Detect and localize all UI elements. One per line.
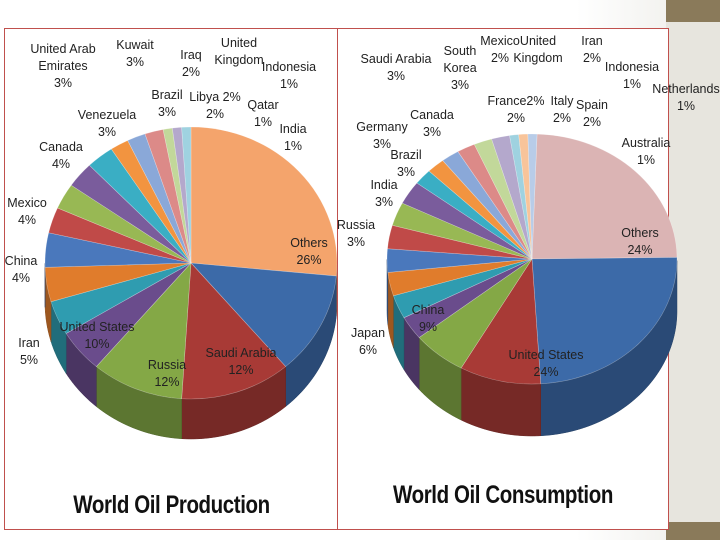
consumption-chart-frame: Others 24% United States 24% China 9% Japan 6% R… <box>337 28 720 530</box>
slide-corner-decoration-bottom <box>666 522 720 540</box>
consumption-label-spain: Spain 2% <box>576 98 608 129</box>
consumption-slice-saudi-arabia <box>391 202 533 260</box>
production-slice-united-kingdom <box>127 133 192 264</box>
consumption-slice-australia <box>527 133 538 260</box>
production-label-libya: Libya 2% 2% <box>189 90 240 121</box>
consumption-label-saudi-arabia: Saudi Arabia 3% <box>361 52 432 83</box>
production-label-united-states: United States 10% <box>59 320 134 351</box>
consumption-slice-spain <box>491 135 533 260</box>
production-slice-saudi-arabia <box>190 262 337 367</box>
production-slice-united-arab-emirates <box>57 184 192 264</box>
consumption-slice-south-korea <box>401 182 533 260</box>
consumption-label-germany: Germany 3% <box>356 120 408 151</box>
consumption-label-south-korea: South Korea 3% <box>443 44 476 92</box>
consumption-label-russia: Russia 3% <box>337 218 375 249</box>
consumption-label-france: France2% 2% <box>488 94 545 125</box>
production-label-india: India 1% <box>279 122 306 153</box>
consumption-slice-india <box>393 258 533 319</box>
production-pie-side-walls <box>44 263 338 440</box>
production-label-others: Others 26% <box>290 236 328 267</box>
consumption-label-china: China 9% <box>412 303 445 334</box>
production-slice-mexico <box>44 262 192 303</box>
consumption-slice-mexico <box>416 170 533 260</box>
consumption-pie-side-walls <box>386 259 678 437</box>
consumption-label-indonesia: Indonesia 1% <box>605 60 659 91</box>
consumption-label-canada: Canada 3% <box>410 108 454 139</box>
production-slice-india <box>181 126 192 264</box>
production-chart-title: World Oil Production <box>73 491 270 519</box>
production-slice-iran <box>65 262 192 367</box>
production-label-indonesia: Indonesia 1% <box>262 60 316 91</box>
production-label-venezuela: Venezuela 3% <box>78 108 136 139</box>
consumption-slice-others <box>531 133 678 260</box>
consumption-slice-netherlands <box>518 133 533 260</box>
consumption-label-australia: Australia 1% <box>622 136 671 167</box>
consumption-label-brazil: Brazil 3% <box>390 148 421 179</box>
production-slice-others <box>190 126 338 277</box>
consumption-slice-germany <box>386 248 533 273</box>
production-slice-qatar <box>162 127 192 264</box>
production-slice-indonesia <box>171 126 192 264</box>
consumption-label-iran: Iran 2% <box>581 34 603 65</box>
consumption-slice-russia <box>403 258 533 338</box>
consumption-chart-title: World Oil Consumption <box>393 481 613 509</box>
production-label-iraq: Iraq 2% <box>180 48 202 79</box>
consumption-slice-italy <box>457 143 533 260</box>
production-slice-kuwait <box>70 164 192 264</box>
production-label-kuwait: Kuwait 3% <box>116 38 154 69</box>
consumption-slice-iran <box>473 138 533 260</box>
production-label-saudi-arabia: Saudi Arabia 12% <box>206 346 277 377</box>
production-label-iran: Iran 5% <box>18 336 40 367</box>
consumption-label-others: Others 24% <box>621 226 659 257</box>
production-label-mexico: Mexico 4% <box>7 196 47 227</box>
production-slice-venezuela <box>48 207 192 264</box>
production-slice-libya <box>144 129 192 264</box>
consumption-pie-chart: Others 24% United States 24% China 9% Japan 6% R… <box>337 34 720 437</box>
consumption-pie-top <box>386 133 678 385</box>
production-label-united-arab-emirates: United Arab Emirates 3% <box>30 42 95 90</box>
consumption-label-italy: Italy 2% <box>551 94 575 125</box>
slide-corner-decoration-top <box>666 0 720 22</box>
consumption-label-united-kingdom: United Kingdom <box>513 34 562 65</box>
production-slice-canada <box>44 232 192 268</box>
consumption-slice-brazil <box>387 258 533 297</box>
consumption-slice-united-kingdom <box>442 151 533 260</box>
consumption-slice-united-states <box>531 257 678 385</box>
production-slice-brazil <box>88 148 192 264</box>
consumption-label-japan: Japan 6% <box>351 326 385 357</box>
consumption-label-india: India 3% <box>370 178 397 209</box>
production-label-qatar: Qatar 1% <box>247 98 278 129</box>
consumption-label-united-states: United States 24% <box>508 348 583 379</box>
consumption-label-mexico: Mexico 2% <box>480 34 520 65</box>
production-slice-iraq <box>110 140 192 264</box>
production-slice-united-states <box>95 262 192 400</box>
consumption-slice-japan <box>418 258 533 369</box>
consumption-slice-indonesia <box>509 134 533 260</box>
consumption-label-netherlands: Netherlands 1% <box>652 82 719 113</box>
production-pie-top <box>44 126 338 400</box>
consumption-data-labels: Others 24% United States 24% China 9% Japan 6% R… <box>337 34 720 379</box>
production-slice-china <box>50 262 192 334</box>
production-slice-russia <box>181 262 287 400</box>
production-label-canada: Canada 4% <box>39 140 83 171</box>
production-label-russia: Russia 12% <box>148 358 186 389</box>
production-label-united-kingdom: United Kingdom <box>214 36 263 67</box>
production-chart-frame: Others 26% Saudi Arabia 12% Russia 12% United … <box>4 28 339 530</box>
production-pie-chart: Others 26% Saudi Arabia 12% Russia 12% United … <box>5 36 338 440</box>
consumption-slice-china <box>460 258 542 385</box>
consumption-slice-canada <box>387 224 533 260</box>
production-label-brazil: Brazil 3% <box>151 88 182 119</box>
production-data-labels: Others 26% Saudi Arabia 12% Russia 12% United … <box>5 36 328 389</box>
production-label-china: China 4% <box>5 254 38 285</box>
consumption-slice-france <box>428 160 533 260</box>
